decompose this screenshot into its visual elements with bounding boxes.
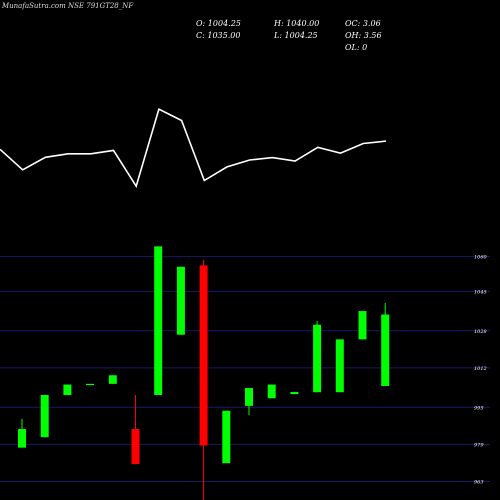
y-tick-label: 995 — [474, 405, 484, 411]
y-tick-label: 1060 — [474, 255, 488, 261]
candle-body — [267, 384, 276, 399]
candle-body — [108, 375, 117, 384]
close-value: C: 1035.00 — [196, 31, 241, 40]
candle — [267, 384, 276, 399]
candle-body — [18, 429, 26, 448]
indicator-line-series — [0, 107, 386, 189]
candle-body — [381, 314, 390, 386]
y-tick-label: 1045 — [474, 289, 487, 295]
candle-body — [358, 311, 367, 340]
candle — [313, 321, 322, 393]
high-value: H: 1040.00 — [274, 19, 320, 28]
candle-body — [86, 383, 95, 386]
candle — [290, 391, 299, 395]
ol-value: OL: 0 — [345, 43, 368, 52]
oh-value: OH: 3.56 — [345, 31, 382, 40]
candle — [381, 302, 390, 386]
y-tick-label: 1012 — [474, 366, 487, 372]
candle-body — [131, 429, 140, 465]
candle-body — [63, 384, 72, 395]
candle — [335, 339, 344, 393]
candle — [63, 384, 72, 395]
candle — [40, 394, 49, 438]
low-value: L: 1004.25 — [274, 31, 318, 40]
candle-body — [176, 266, 185, 335]
oc-value: OC: 3.06 — [345, 19, 381, 28]
candle-body — [313, 324, 322, 393]
candle — [245, 388, 253, 416]
y-axis-ticks: 963 979 995 1012 1028 1045 1060 — [474, 255, 488, 486]
candle-body — [40, 394, 49, 438]
candle-body — [199, 265, 208, 446]
indicator-line — [0, 107, 386, 189]
candle — [358, 311, 367, 340]
candle — [199, 259, 208, 500]
chart-title: MunafaSutra.com NSE 791GT28_NF — [2, 2, 134, 10]
candlestick-series — [18, 246, 390, 500]
candle — [18, 418, 26, 448]
y-tick-label: 963 — [474, 479, 484, 485]
grid-lines — [0, 256, 490, 482]
candle — [222, 410, 231, 464]
candle-body — [335, 339, 344, 393]
y-tick-label: 979 — [474, 442, 484, 448]
candle — [176, 266, 185, 335]
open-value: O: 1004.25 — [196, 19, 241, 28]
candle — [108, 375, 117, 384]
candle — [131, 394, 140, 465]
y-tick-label: 1028 — [474, 329, 487, 335]
candle — [86, 383, 95, 386]
candle-body — [245, 388, 253, 406]
candle — [154, 246, 163, 395]
candle-body — [290, 391, 299, 395]
candle-body — [154, 246, 163, 395]
candle-body — [222, 410, 231, 464]
